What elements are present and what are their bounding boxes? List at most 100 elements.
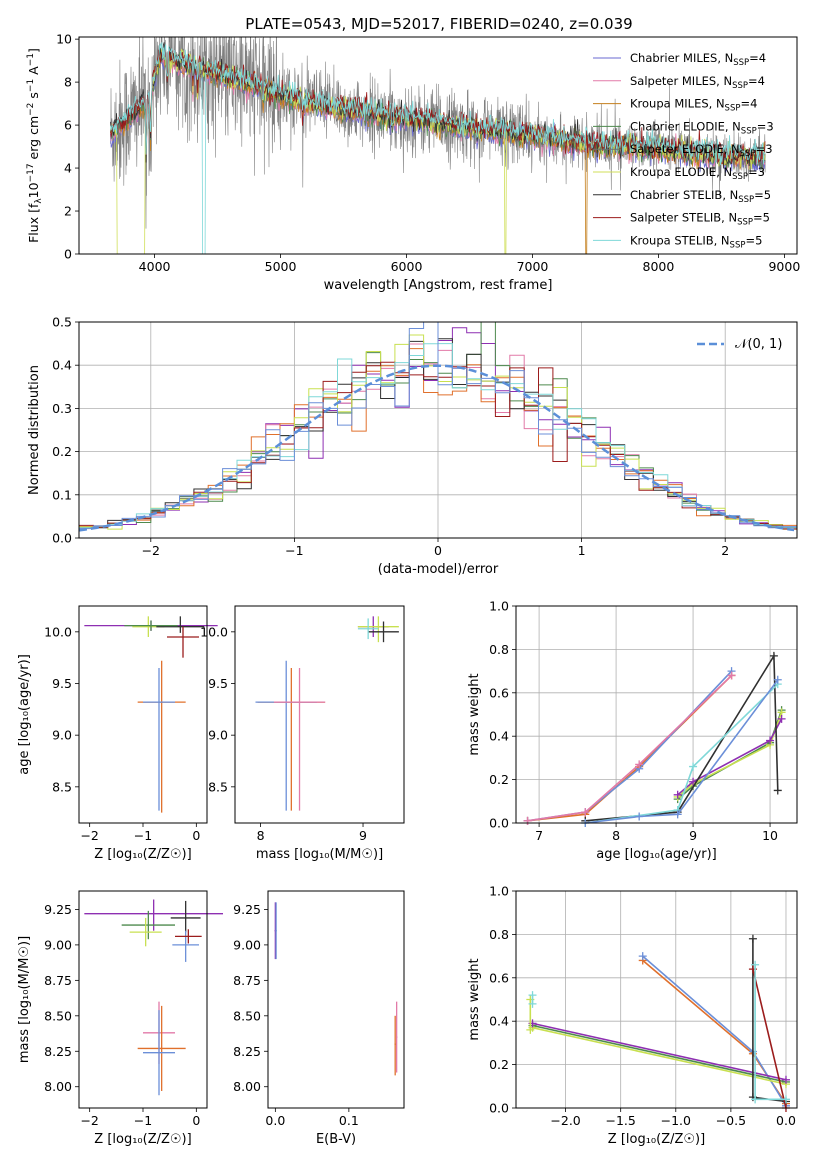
legend-nssp-value: =3 <box>757 119 774 133</box>
axes-frame <box>267 890 405 1109</box>
x-tick-label: 0.0 <box>265 1113 285 1128</box>
legend-entry-label: 𝒩(0, 1) <box>735 337 782 352</box>
x-tick-label: 9000 <box>768 259 800 274</box>
mass-weight-marker <box>773 675 782 684</box>
y-axis-label-part: λ <box>34 198 44 204</box>
x-tick-label: 8000 <box>643 259 675 274</box>
y-tick-label: 0.0 <box>52 531 72 546</box>
y-axis-label-part: −17 <box>26 163 36 182</box>
mass-weight-line <box>527 670 733 822</box>
y-tick-label: 9.0 <box>52 728 72 743</box>
legend-nssp-sub: SSP <box>737 218 753 228</box>
legend-nssp-value: =3 <box>756 142 773 156</box>
legend-model-name: Kroupa ELODIE, N <box>630 165 732 179</box>
y-tick-label: 0.0 <box>489 1101 509 1116</box>
spectrum-panel: 4000 5000 6000 7000 8000 9000 0 2 4 6 8 10 wavelengt… <box>26 32 800 293</box>
mass-weight-marker <box>751 960 760 969</box>
y-tick-label: 10.0 <box>44 624 72 639</box>
x-tick-label: −1.0 <box>661 1113 691 1128</box>
y-tick-label: 8.75 <box>44 973 72 988</box>
legend-nssp-value: =4 <box>740 97 757 111</box>
y-axis-label: mass [log₁₀(M/M☉)] <box>17 936 32 1063</box>
axes-frame <box>78 890 208 1109</box>
mass-weight-marker <box>773 786 782 795</box>
y-tick-label: 8.00 <box>44 1079 72 1094</box>
y-tick-label: 0.3 <box>52 401 72 416</box>
mass-weight-line <box>532 1022 787 1081</box>
y-axis-label: mass weight <box>467 958 482 1040</box>
y-axis-label-part: A <box>26 66 41 79</box>
x-axis-label: mass [log₁₀(M/M☉)] <box>256 847 383 862</box>
y-tick-label: 8.25 <box>233 1044 261 1059</box>
legend-nssp-sub: SSP <box>730 240 746 250</box>
y-tick-label: 4 <box>64 161 72 176</box>
y-axis-label-part: −1 <box>26 53 36 66</box>
y-tick-label: 0.0 <box>489 816 509 831</box>
x-axis-label: age [log₁₀(age/yr)] <box>596 847 717 862</box>
legend-nssp-sub: SSP <box>732 172 748 182</box>
legend-model-name: Kroupa STELIB, N <box>630 233 730 247</box>
legend-model-name: Chabrier ELODIE, N <box>630 119 741 133</box>
y-tick-label: 0.2 <box>52 444 72 459</box>
y-tick-label: 8.50 <box>233 1008 261 1023</box>
x-axis-label: Z [log₁₀(Z/Z☉)] <box>608 1132 705 1147</box>
spectrum-plot-area <box>110 37 766 254</box>
legend-entry-label: Chabrier MILES, NSSP=4 <box>630 51 766 68</box>
legend-nssp-sub: SSP <box>740 149 756 159</box>
x-tick-label: 7 <box>535 828 543 843</box>
mass-weight-marker <box>766 736 775 745</box>
legend-entry-label: Salpeter STELIB, NSSP=5 <box>630 211 770 228</box>
mass-weight-line <box>532 1024 787 1083</box>
y-tick-label: 0.6 <box>489 970 509 985</box>
y-tick-label: 10.0 <box>200 624 228 639</box>
mass-weight-marker <box>523 816 532 825</box>
x-tick-label: −1.5 <box>606 1113 636 1128</box>
x-tick-label: −2.0 <box>550 1113 580 1128</box>
normal-distribution-curve <box>79 364 795 532</box>
axes-frame <box>78 605 208 824</box>
y-tick-label: 8.5 <box>208 779 228 794</box>
y-tick-label: 9.5 <box>208 676 228 691</box>
mass-weight-marker <box>673 790 682 799</box>
x-axis-label: Z [log₁₀(Z/Z☉)] <box>94 847 191 862</box>
y-tick-label: 8.25 <box>44 1044 72 1059</box>
spectrum-legend: Chabrier MILES, NSSP=4 Salpeter MILES, N S… <box>593 51 774 250</box>
y-tick-label: 0.4 <box>489 1014 509 1029</box>
mass-weight-marker <box>581 808 590 817</box>
y-tick-label: 8.00 <box>233 1079 261 1094</box>
massweight-vs-age-panel: 7 8 9 10 0.0 0.2 0.4 0.6 0.8 1.0 age [log₁₀(age/yr… <box>467 599 798 862</box>
y-axis-label-part: −1 <box>26 79 36 92</box>
x-tick-label: 7000 <box>517 259 549 274</box>
y-tick-label: 0.4 <box>52 358 72 373</box>
x-tick-label: −1 <box>285 543 303 558</box>
mass-weight-marker <box>528 991 537 1000</box>
axes-frame <box>515 890 798 1109</box>
x-tick-label: 1 <box>578 543 586 558</box>
y-tick-label: 0.8 <box>489 927 509 942</box>
y-tick-label: 9.25 <box>233 902 261 917</box>
x-axis-label: wavelength [Angstrom, rest frame] <box>324 278 553 293</box>
y-tick-label: 0.5 <box>52 315 72 330</box>
mass-vs-Z-panel: −2 −1 0 8.00 8.25 8.50 8.75 9.00 9.25 Z [log₁₀(Z/… <box>17 890 223 1147</box>
y-tick-label: 9.00 <box>233 937 261 952</box>
y-tick-label: 8.5 <box>52 779 72 794</box>
axes-frame <box>78 36 798 255</box>
legend-model-name: Salpeter MILES, N <box>630 74 732 88</box>
y-tick-label: 0.2 <box>489 1057 509 1072</box>
x-tick-label: 0 <box>192 828 200 843</box>
residuals-plot-area <box>79 322 797 532</box>
y-tick-label: 0.8 <box>489 642 509 657</box>
legend-nssp-value: =5 <box>745 233 762 247</box>
x-tick-label: −2 <box>80 1113 98 1128</box>
x-tick-label: −0.5 <box>716 1113 746 1128</box>
y-tick-label: 9.5 <box>52 676 72 691</box>
legend-entry-label: Salpeter ELODIE, NSSP=3 <box>630 142 773 159</box>
y-tick-label: 9.0 <box>208 728 228 743</box>
x-tick-label: 6000 <box>391 259 423 274</box>
model-spectrum-line <box>110 42 766 254</box>
massweight-vs-Z-panel: −2.0 −1.5 −1.0 −0.5 0.0 0.0 0.2 0.4 0.6 0.8 1.0 Z [… <box>467 884 798 1147</box>
mass-weight-line <box>532 1026 787 1085</box>
x-tick-label: −2 <box>80 828 98 843</box>
mass-vs-ebv-panel: 0.0 0.1 8.00 8.25 8.50 8.75 9.00 9.25 E(B-V) <box>233 890 405 1147</box>
